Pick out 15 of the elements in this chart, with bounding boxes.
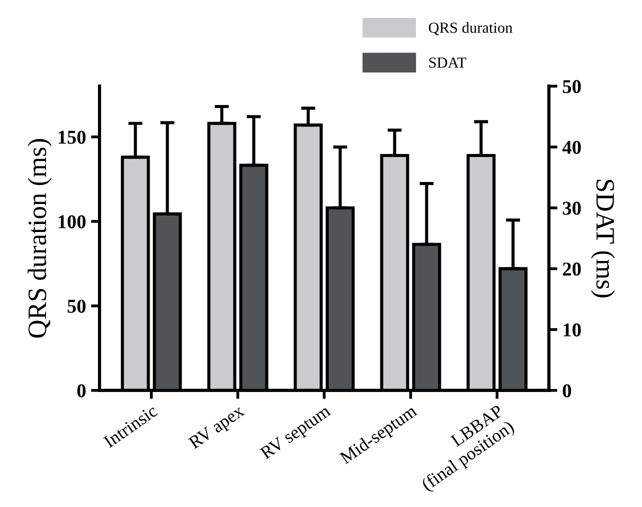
y-tick-label: 50 <box>68 300 86 313</box>
y-tick-label: 100 <box>58 215 86 228</box>
legend-label: QRS duration <box>428 22 512 36</box>
y2-tick-label: 40 <box>562 140 581 154</box>
legend-label: SDAT <box>429 58 466 68</box>
y2-tick-label: 20 <box>562 262 581 276</box>
y-tick-label: 150 <box>58 130 86 144</box>
y2-tick-label: 30 <box>562 202 581 215</box>
y2-axis-title: SDAT (ms) <box>590 180 615 298</box>
y2-tick-label: 10 <box>564 323 581 336</box>
y2-tick-label: 50 <box>562 80 581 94</box>
y-tick-label: 0 <box>77 384 86 398</box>
y2-tick-label: 0 <box>562 384 572 398</box>
x-tick-label: RV apex <box>188 404 247 452</box>
y-axis-title: QRS duration (ms) <box>28 139 52 338</box>
